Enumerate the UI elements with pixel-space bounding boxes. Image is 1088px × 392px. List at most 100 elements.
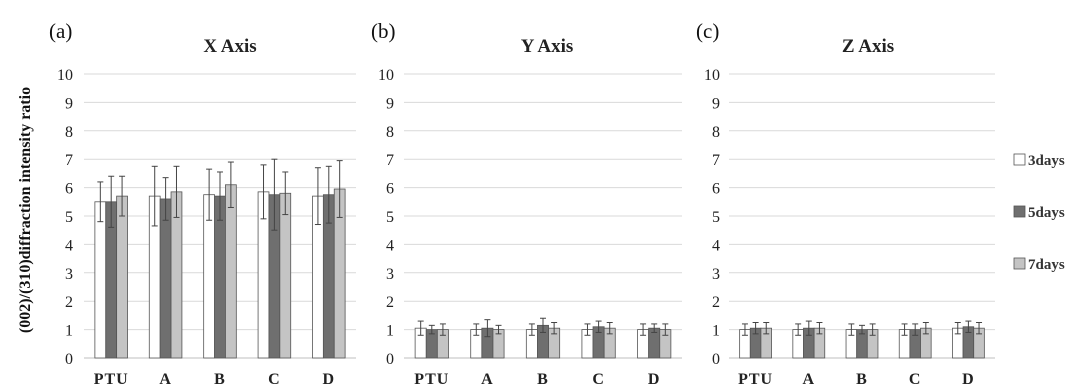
error-bar	[206, 168, 213, 221]
y-tick-label: 5	[65, 209, 73, 226]
error-bar	[954, 322, 961, 335]
y-tick-label: 2	[712, 294, 720, 311]
y-tick-label: 7	[65, 152, 73, 169]
error-bar	[217, 171, 223, 221]
legend-label: 7days	[1028, 257, 1065, 273]
error-bar	[271, 158, 278, 231]
y-tick-label: 1	[386, 323, 394, 340]
y-tick-label: 4	[386, 237, 394, 254]
x-tick-label: D	[323, 371, 336, 388]
legend-swatch-5days	[1013, 205, 1026, 218]
y-tick-label: 10	[378, 67, 394, 84]
bar-7days-PTU	[116, 195, 128, 359]
y-tick-label: 8	[65, 124, 73, 141]
error-bar	[428, 324, 435, 335]
x-tick-label: B	[856, 371, 868, 388]
y-tick-label: 6	[386, 181, 394, 198]
panel-label: (b)	[371, 19, 396, 43]
x-tick-label: A	[481, 371, 494, 388]
chart-panel-1: (a) X Axis 0 1 2 3 4 5 6 7 8 9 10 PTU A B C D	[49, 19, 356, 388]
legend-label: 3days	[1028, 153, 1065, 169]
error-bar	[901, 323, 908, 336]
error-bar	[314, 167, 321, 226]
legend: 3days 5days 7days	[1013, 153, 1065, 273]
error-bar	[162, 177, 169, 221]
x-tick-label: C	[268, 371, 281, 388]
y-tick-label: 7	[712, 152, 720, 169]
error-bar	[151, 165, 158, 227]
y-tick-label: 9	[65, 95, 73, 112]
y-tick-label: 8	[386, 124, 394, 141]
y-tick-label: 1	[65, 323, 73, 340]
x-tick-label: C	[909, 371, 922, 388]
legend-swatch-7days	[1013, 257, 1026, 270]
error-bar	[763, 322, 770, 335]
x-tick-label: PTU	[738, 371, 773, 388]
error-bar	[584, 323, 591, 336]
x-tick-label: PTU	[414, 371, 449, 388]
y-tick-label: 5	[712, 209, 720, 226]
y-tick-label: 6	[65, 181, 73, 198]
error-bar	[816, 322, 823, 335]
error-bar	[976, 322, 983, 335]
x-tick-label: B	[537, 371, 549, 388]
chart-title: Z Axis	[842, 36, 894, 57]
y-tick-label: 5	[386, 209, 394, 226]
error-bar	[417, 320, 424, 336]
legend-swatch-3days	[1013, 153, 1026, 166]
error-bar	[473, 323, 480, 336]
x-tick-label: A	[803, 371, 816, 388]
error-bar	[336, 160, 343, 218]
y-tick-label: 10	[704, 67, 720, 84]
error-bar	[484, 319, 491, 338]
y-tick-label: 1	[712, 323, 720, 340]
error-bar	[439, 323, 446, 336]
x-tick-label: D	[962, 371, 975, 388]
x-tick-label: PTU	[94, 371, 129, 388]
error-bar	[859, 324, 865, 335]
y-tick-label: 8	[712, 124, 720, 141]
y-tick-label: 9	[386, 95, 394, 112]
error-bar	[662, 323, 669, 336]
x-tick-label: D	[648, 371, 661, 388]
x-tick-label: C	[592, 371, 605, 388]
error-bar	[752, 322, 759, 335]
error-bar	[595, 320, 602, 333]
panel-label: (a)	[49, 19, 72, 43]
y-tick-label: 10	[57, 67, 73, 84]
bar-3days-PTU	[94, 201, 107, 359]
y-tick-label: 2	[386, 294, 394, 311]
y-tick-label: 0	[65, 351, 73, 368]
bar-7days-B	[225, 184, 237, 359]
error-bar	[606, 322, 613, 335]
chart-title: X Axis	[203, 36, 256, 57]
y-axis-label: (002)/(310)diffraction intensity ratio	[17, 87, 34, 333]
error-bar	[912, 323, 919, 336]
error-bar	[848, 323, 855, 336]
error-bar	[795, 323, 802, 336]
chart-title: Y Axis	[521, 36, 574, 57]
y-tick-label: 7	[386, 152, 394, 169]
x-tick-label: A	[159, 371, 172, 388]
y-tick-label: 3	[65, 266, 73, 283]
y-tick-label: 4	[712, 237, 720, 254]
error-bar	[108, 175, 115, 228]
y-tick-label: 3	[386, 266, 394, 283]
y-tick-label: 6	[712, 181, 720, 198]
error-bar	[640, 323, 647, 336]
error-bar	[805, 320, 812, 336]
y-tick-label: 3	[712, 266, 720, 283]
error-bar	[528, 323, 535, 336]
error-bar	[540, 317, 546, 333]
x-tick-label: B	[214, 371, 226, 388]
error-bar	[551, 322, 558, 335]
error-bar	[965, 320, 972, 333]
error-bar	[922, 322, 929, 335]
y-tick-label: 2	[65, 294, 73, 311]
error-bar	[869, 323, 876, 336]
error-bar	[260, 164, 267, 220]
error-bar	[741, 323, 748, 336]
chart-panel-3: (c) Z Axis 0 1 2 3 4 5 6 7 8 9 10 PTU A B C D	[696, 19, 995, 388]
bar-5days-A	[159, 198, 172, 359]
